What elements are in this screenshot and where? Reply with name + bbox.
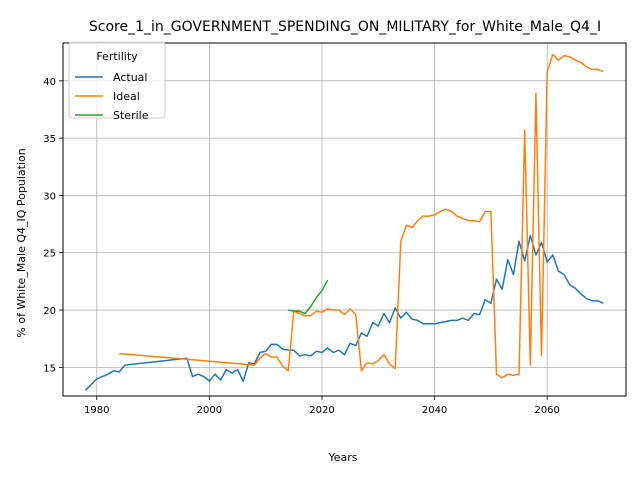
x-tick-label: 2060: [534, 405, 559, 416]
x-tick-label: 1980: [84, 405, 109, 416]
y-tick-label: 30: [43, 191, 56, 202]
series-line-actual: [84, 234, 604, 391]
legend-label-sterile: Sterile: [113, 109, 149, 122]
chart-title: Score_1_in_GOVERNMENT_SPENDING_ON_MILITA…: [89, 19, 601, 35]
x-tick-label: 2000: [197, 405, 222, 416]
legend-label-actual: Actual: [113, 71, 147, 84]
legend: Fertility Actual Ideal Sterile: [68, 41, 166, 122]
x-tick-label: 2020: [309, 405, 334, 416]
x-axis: 1980 2000 2020 2040 2060: [84, 396, 560, 416]
y-tick-label: 40: [43, 77, 56, 88]
y-axis-label: % of White_Male Q4_IQ Population: [15, 148, 28, 337]
y-tick-label: 35: [43, 134, 56, 145]
y-tick-label: 20: [43, 306, 56, 317]
legend-label-ideal: Ideal: [113, 90, 140, 103]
y-tick-label: 15: [43, 363, 56, 374]
series-line-sterile: [288, 279, 329, 315]
plot-frame: [62, 42, 627, 397]
y-tick-label: 25: [43, 249, 56, 260]
series-line-ideal: [119, 53, 604, 379]
y-axis: 15 20 25 30 35 40: [43, 77, 63, 374]
series-lines: [84, 53, 604, 391]
legend-title: Fertility: [96, 50, 138, 63]
x-axis-label: Years: [327, 451, 357, 464]
legend-box: [68, 41, 166, 119]
x-tick-label: 2040: [422, 405, 447, 416]
